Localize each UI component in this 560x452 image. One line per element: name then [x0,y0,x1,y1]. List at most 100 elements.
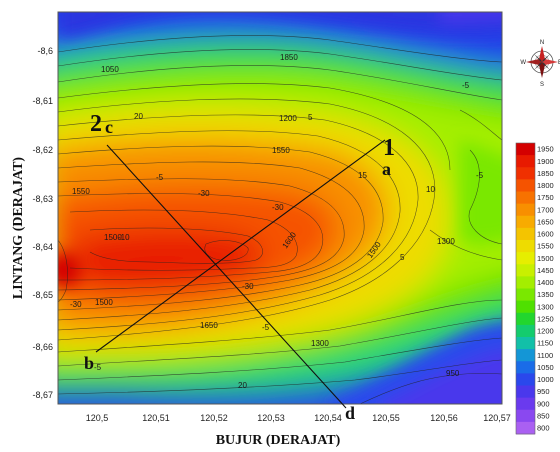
contour-label: 1200 [279,114,297,123]
legend-value-label: 900 [537,399,550,408]
y-axis-title: LINTANG (DERAJAT) [11,157,26,300]
contour-label: 950 [446,369,460,378]
contour-label: 1050 [101,65,119,74]
y-tick-label: -8,63 [32,194,53,204]
x-axis: 120,5 120,51 120,52 120,53 120,54 120,55… [86,413,511,448]
legend-swatch [516,155,535,168]
contour-label: -5 [462,81,470,90]
contour-label: 1850 [280,53,298,62]
legend-swatch [516,227,535,241]
contour-label: -5 [262,323,270,332]
profile-number-2: 2 [90,111,102,137]
contour-label: 1550 [72,187,90,196]
contour-label: 1650 [200,321,218,330]
x-tick-label: 120,54 [314,413,342,423]
legend-value-label: 1850 [537,169,554,178]
legend-swatch [516,240,535,253]
legend-swatch [516,203,535,217]
contour-label: -5 [156,173,164,182]
contour-label: 5 [308,113,313,122]
legend-swatch [516,324,535,338]
contour-label: -30 [242,282,254,291]
legend-value-label: 1600 [537,230,554,239]
legend-swatch [516,191,535,205]
profile-point-a: a [382,159,391,179]
color-legend: 1950 1900 1850 1800 1750 1700 1650 1600 1550 1500… [515,142,554,435]
contour-label: 5 [400,253,405,262]
profile-line-c-d [106,144,347,409]
legend-swatch [516,349,535,362]
x-tick-label: 120,55 [372,413,400,423]
legend-value-label: 1750 [537,193,554,202]
legend-swatch [516,215,535,229]
legend-value-label: 1100 [537,351,553,360]
legend-value-label: 1150 [537,339,553,348]
compass-north-label: N [540,40,544,46]
profile-line-a-b [95,139,386,353]
legend-swatch [516,276,535,289]
profile-number-1: 1 [383,135,395,161]
contour-label: -5 [476,171,484,180]
x-tick-label: 120,53 [257,413,285,423]
legend-value-label: 1650 [537,217,554,226]
legend-swatch [516,252,535,265]
legend-value-label: 950 [537,387,550,396]
contour-label: -30 [70,300,82,309]
legend-value-label: 1300 [537,302,554,311]
legend-value-label: 1000 [537,375,554,384]
legend-swatch [516,337,535,350]
legend-swatch [516,300,535,314]
profile-point-d: d [345,403,355,423]
legend-value-label: 800 [537,424,550,433]
y-tick-label: -8,61 [32,96,53,106]
legend-swatch [516,288,535,302]
legend-value-label: 1800 [537,181,554,190]
x-axis-title: BUJUR (DERAJAT) [216,433,341,448]
x-tick-label: 120,56 [430,413,458,423]
legend-swatch [516,409,535,423]
legend-value-label: 1200 [537,327,554,336]
contour-label: 1300 [437,237,455,246]
y-tick-label: -8,64 [32,242,53,252]
x-tick-label: 120,51 [142,413,170,423]
y-axis: -8,6 -8,61 -8,62 -8,63 -8,64 -8,65 -8,66… [11,46,53,400]
legend-swatch [516,143,535,156]
y-tick-label: -8,66 [32,342,53,352]
contour-label: 1550 [272,146,290,155]
contour-label: 20 [238,381,247,390]
x-tick-label: 120,52 [200,413,228,423]
profile-point-c: c [105,117,113,137]
legend-value-label: 1250 [537,314,554,323]
x-tick-label: 120,57 [483,413,511,423]
contour-label: 1500 [95,298,113,307]
legend-value-label: 1900 [537,157,554,166]
y-tick-label: -8,62 [32,145,53,155]
legend-value-label: 1950 [537,145,554,154]
contour-label: -10 [118,233,130,242]
contour-label: -5 [94,363,102,372]
contour-label: 1500 [104,233,122,242]
legend-swatch [516,312,535,326]
legend-value-label: 1050 [537,363,554,372]
map-plot-area [58,12,502,404]
contour-label: 10 [426,185,435,194]
legend-frame [515,142,536,435]
legend-value-label: 850 [537,411,550,420]
legend-swatch [516,385,535,399]
legend-swatch [516,167,535,180]
compass-east-label: E [558,60,560,66]
legend-swatch [516,361,535,374]
profile-labels: 1 a b 2 c d [84,111,395,423]
legend-value-label: 1450 [537,266,554,275]
legend-value-label: 1350 [537,290,554,299]
plot-frame [57,11,503,405]
compass-west-label: W [520,60,526,66]
compass-rose-icon: N S W E [520,40,560,88]
profile-lines [95,139,386,409]
legend-value-label: 1400 [537,278,554,287]
legend-swatch [516,264,535,277]
legend-value-label: 1550 [537,242,554,251]
legend-swatch [516,397,535,411]
contour-label: 1300 [311,339,329,348]
